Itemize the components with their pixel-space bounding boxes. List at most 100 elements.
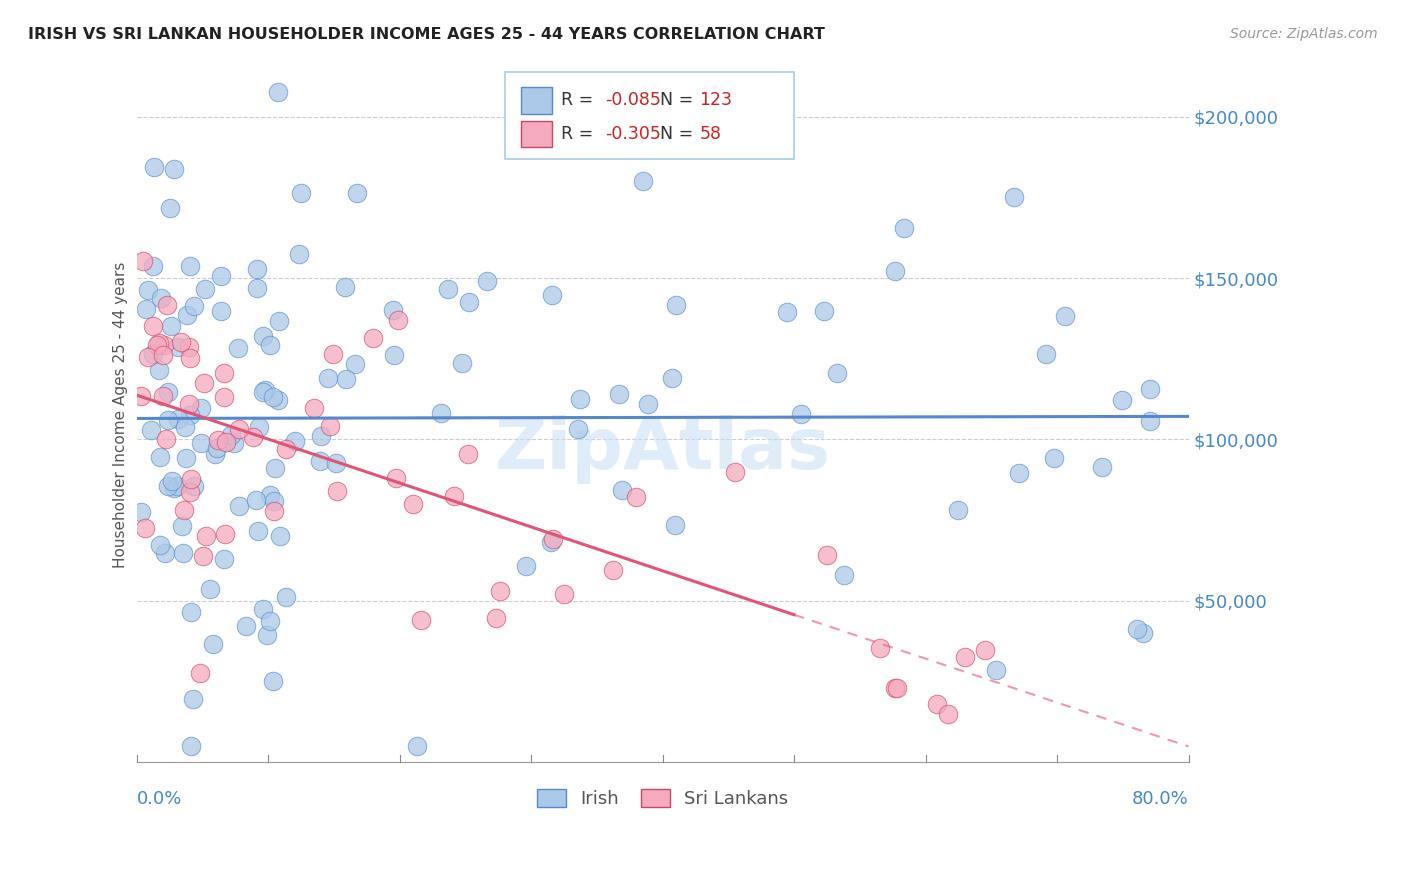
Point bbox=[163, 481, 186, 495]
Point bbox=[541, 287, 564, 301]
Point bbox=[948, 503, 970, 517]
Point bbox=[180, 739, 202, 753]
Point bbox=[252, 602, 274, 616]
Point bbox=[180, 472, 202, 486]
Point bbox=[205, 441, 228, 455]
Point bbox=[637, 397, 659, 411]
Text: 123: 123 bbox=[699, 91, 733, 110]
Point bbox=[925, 697, 948, 711]
Point bbox=[624, 491, 647, 505]
Point bbox=[156, 384, 179, 399]
Point bbox=[1008, 467, 1031, 481]
Point bbox=[344, 357, 367, 371]
Point bbox=[274, 590, 297, 604]
Point bbox=[166, 340, 188, 354]
Point bbox=[475, 274, 498, 288]
Point bbox=[515, 558, 537, 573]
Point bbox=[1111, 392, 1133, 407]
Point bbox=[228, 499, 250, 513]
Point bbox=[224, 436, 246, 450]
Point bbox=[346, 186, 368, 200]
Point bbox=[607, 387, 630, 401]
Point bbox=[194, 282, 217, 296]
Point bbox=[181, 692, 204, 706]
Point bbox=[384, 471, 406, 485]
Point bbox=[209, 268, 232, 283]
Text: 0.0%: 0.0% bbox=[136, 789, 183, 807]
Point bbox=[142, 319, 165, 334]
Point bbox=[183, 300, 205, 314]
Point bbox=[179, 351, 201, 365]
Point bbox=[179, 340, 201, 354]
Point bbox=[974, 643, 997, 657]
Point bbox=[457, 447, 479, 461]
Point bbox=[1132, 626, 1154, 640]
Point bbox=[825, 366, 848, 380]
Point bbox=[387, 313, 409, 327]
Point bbox=[259, 615, 281, 629]
FancyBboxPatch shape bbox=[520, 87, 553, 113]
Point bbox=[1126, 622, 1149, 636]
Point bbox=[149, 538, 172, 552]
Point bbox=[256, 628, 278, 642]
Point bbox=[170, 335, 193, 350]
Point bbox=[173, 503, 195, 517]
Point bbox=[152, 348, 174, 362]
Point bbox=[166, 479, 188, 493]
Point bbox=[264, 461, 287, 475]
Point bbox=[316, 370, 339, 384]
Point bbox=[309, 428, 332, 442]
Point bbox=[267, 85, 290, 99]
Point bbox=[610, 483, 633, 498]
Point bbox=[633, 174, 655, 188]
Point bbox=[136, 351, 159, 365]
Point bbox=[134, 521, 156, 535]
Point bbox=[148, 336, 170, 351]
Point bbox=[259, 487, 281, 501]
Point bbox=[402, 497, 425, 511]
Point bbox=[129, 505, 152, 519]
Point bbox=[214, 527, 236, 541]
Point bbox=[142, 347, 165, 361]
Point bbox=[553, 587, 575, 601]
Point bbox=[326, 483, 349, 498]
Point bbox=[269, 529, 291, 543]
Point bbox=[146, 337, 169, 351]
Point bbox=[160, 474, 183, 488]
Point bbox=[984, 663, 1007, 677]
Text: N =: N = bbox=[650, 91, 699, 110]
Point bbox=[602, 563, 624, 577]
Legend: Irish, Sri Lankans: Irish, Sri Lankans bbox=[530, 781, 796, 815]
Point bbox=[150, 291, 173, 305]
Text: IRISH VS SRI LANKAN HOUSEHOLDER INCOME AGES 25 - 44 YEARS CORRELATION CHART: IRISH VS SRI LANKAN HOUSEHOLDER INCOME A… bbox=[28, 27, 825, 42]
Point bbox=[815, 548, 838, 562]
Point bbox=[246, 261, 269, 276]
Point bbox=[381, 303, 404, 318]
Point bbox=[458, 295, 481, 310]
Point bbox=[136, 283, 159, 297]
Point bbox=[188, 666, 211, 681]
Point bbox=[193, 376, 215, 390]
Point bbox=[242, 430, 264, 444]
Point bbox=[893, 220, 915, 235]
Point bbox=[488, 584, 510, 599]
Point bbox=[884, 264, 907, 278]
Point bbox=[252, 328, 274, 343]
Point bbox=[406, 739, 429, 753]
Point bbox=[212, 390, 235, 404]
Point bbox=[219, 427, 242, 442]
Point bbox=[724, 466, 747, 480]
Point bbox=[776, 305, 799, 319]
Point bbox=[886, 681, 908, 695]
Point bbox=[269, 314, 291, 328]
Text: 80.0%: 80.0% bbox=[1132, 789, 1188, 807]
Point bbox=[335, 372, 357, 386]
Point bbox=[191, 549, 214, 564]
Point bbox=[247, 419, 270, 434]
Point bbox=[936, 707, 959, 722]
Text: 58: 58 bbox=[699, 125, 721, 143]
Point bbox=[263, 493, 285, 508]
Point bbox=[276, 442, 298, 457]
Text: R =: R = bbox=[561, 91, 599, 110]
Point bbox=[204, 447, 226, 461]
